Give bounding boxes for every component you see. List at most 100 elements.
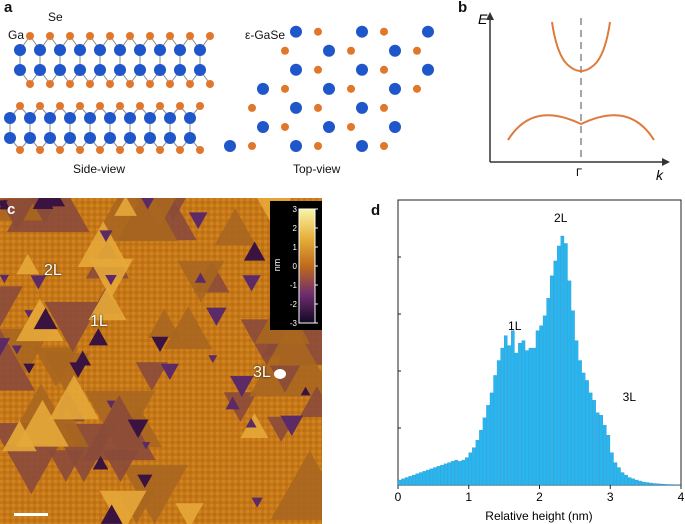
ga-atom [144,112,156,124]
afm-domain [148,309,181,338]
afm-hole [251,497,263,508]
energy-axis-label: E [478,11,488,27]
histogram-bar [493,375,497,486]
se-atom [347,84,355,93]
histogram-bar [461,459,466,486]
crystal-structure-figure [4,25,434,154]
histogram-bar [649,482,653,486]
colorbar-tick-label: -3 [290,319,298,328]
histogram-bar [652,483,657,486]
histogram-bars [397,235,681,486]
histogram-bar [479,430,483,486]
histogram-bar [542,315,547,486]
afm-domain [16,253,40,275]
histogram-bar [419,472,423,486]
afm-hole [0,199,11,210]
ga-atom [290,101,302,114]
afm-hole [106,400,116,409]
se-atom [380,65,388,74]
x-tick-label: 3 [607,490,614,504]
se-atom [146,80,154,88]
histogram-x-label: Relative height (nm) [485,509,592,523]
afm-topography [0,198,322,524]
ga-atom [24,132,36,144]
ga-atom [356,101,368,114]
se-atom [86,32,94,40]
colorbar-unit: nm [272,259,282,272]
histogram-bar [613,462,618,486]
peak-label: 2L [554,211,568,225]
se-atom [176,102,184,110]
se-atom [166,80,174,88]
afm-label-3l: 3L [253,364,271,381]
histogram-bar [415,473,420,486]
ga-atom [323,120,335,133]
colorbar-tick-label: -1 [290,281,298,290]
se-atom [136,102,144,110]
band-structure-diagram: E k Γ [478,11,670,183]
ga-atom [24,112,36,124]
histogram-annotations: 1L 2L 3L [508,211,636,404]
phase-label: ε-GaSe [245,28,286,42]
afm-hole [33,307,58,330]
x-tick-label: 0 [395,490,402,504]
ga-atom [74,64,86,76]
histogram-bar [539,325,543,486]
se-atom [96,102,104,110]
x-tick-label: 1 [465,490,472,504]
ga-atom [389,120,401,133]
afm-domain [0,198,36,231]
ga-atom [14,64,26,76]
histogram-bar [606,435,611,486]
side-view-caption: Side-view [73,162,126,176]
side-view-structure [4,32,214,154]
histogram-bar [610,452,614,486]
se-atom [46,80,54,88]
afm-hole [208,355,218,364]
afm-domain [143,198,176,227]
afm-hole [245,417,257,428]
se-atom [196,102,204,110]
afm-domain [44,301,101,353]
se-atom [380,27,388,36]
se-atom [56,146,64,154]
ga-atom [34,64,46,76]
ga-label: Ga [8,28,25,42]
se-atom [76,102,84,110]
ga-atom [104,132,116,144]
afm-hole [11,345,22,355]
panel-b-letter: b [458,0,468,16]
se-atom [96,146,104,154]
histogram-bar [659,483,664,486]
histogram-bar [634,479,639,486]
ga-atom [134,64,146,76]
histogram-bar [397,479,402,486]
ga-atom [144,132,156,144]
top-view-caption: Top-view [293,162,341,176]
ga-atom [14,44,26,56]
ga-atom [154,44,166,56]
afm-label-1l: 1L [90,313,108,330]
ga-atom [54,64,66,76]
afm-hole [0,274,10,284]
afm-domain [248,320,322,397]
ga-atom [124,132,136,144]
peak-label: 3L [623,390,637,404]
afm-hole [230,375,254,397]
histogram-bar [411,474,416,486]
se-atom [248,103,256,112]
ga-atom [114,44,126,56]
histogram-bar [404,477,409,486]
histogram-bar [585,380,589,486]
afm-domain [299,386,322,417]
afm-domain [135,362,168,391]
se-atom [413,84,421,93]
afm-hole [141,198,155,210]
histogram-bar [617,467,621,486]
histogram-bar [486,405,490,486]
histogram-bar [457,461,462,486]
colorbar-tick-label: 1 [293,243,298,252]
ga-atom [84,132,96,144]
afm-hole [300,386,311,396]
ga-atom [356,140,368,152]
